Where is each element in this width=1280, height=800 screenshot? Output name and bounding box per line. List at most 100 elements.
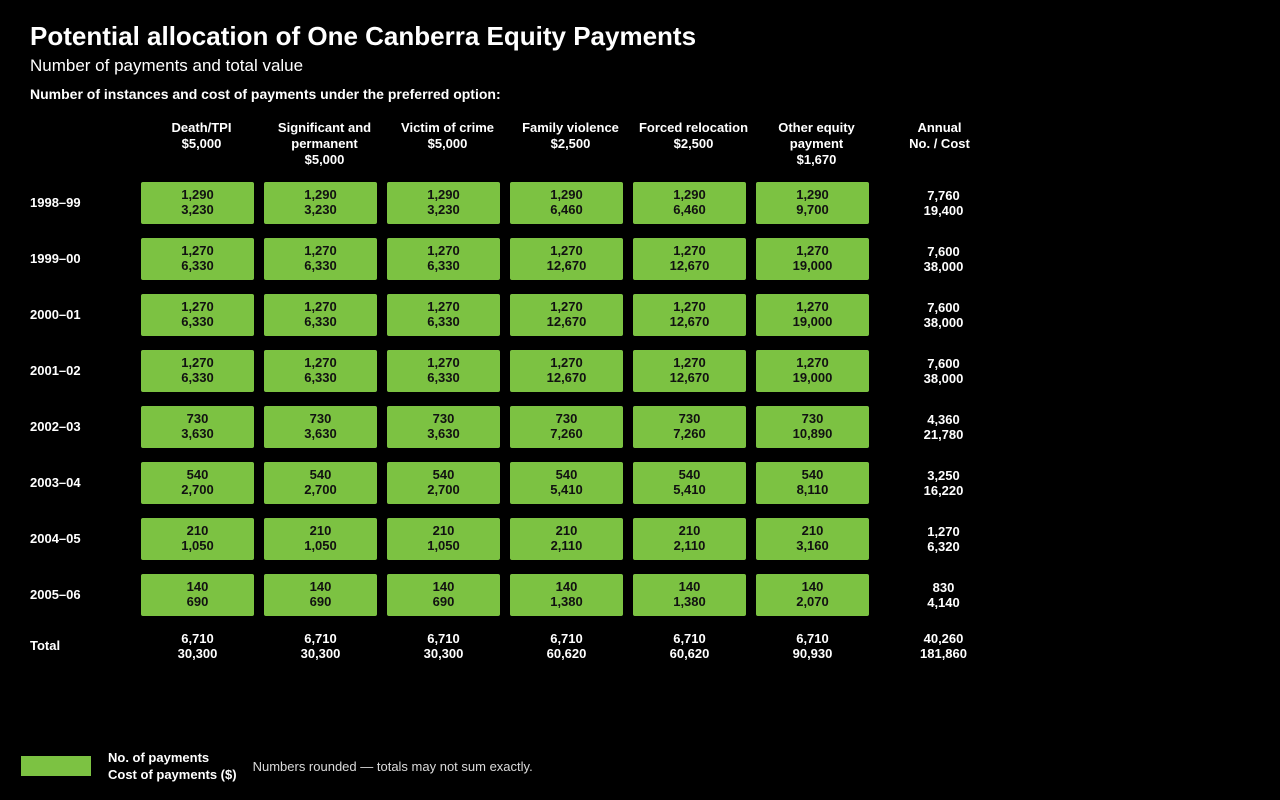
row-total: 8304,140 [886,580,1001,610]
page-subtitle: Number of payments and total value [30,56,1250,76]
cell-cost: 7,260 [550,427,583,442]
data-cell: 1,2909,700 [755,181,870,225]
data-cell: 1,27019,000 [755,349,870,393]
cell-cost: 3,160 [796,539,829,554]
table-row: 2002–037303,6307303,6307303,6307307,2607… [30,405,1250,449]
cell-count: 1,270 [181,244,214,259]
data-cell: 1,27012,670 [509,349,624,393]
data-cell: 2103,160 [755,517,870,561]
data-cell: 1,27012,670 [509,293,624,337]
cell-cost: 2,110 [551,539,583,554]
row-total: 7,60038,000 [886,356,1001,386]
cell-cost: 2,700 [304,483,337,498]
cell-count: 140 [433,580,455,595]
cell-cost: 2,700 [181,483,214,498]
data-cell: 1,2706,330 [263,293,378,337]
data-cell: 1,2706,330 [140,237,255,281]
cell-count: 1,270 [304,244,337,259]
cell-count: 1,270 [796,300,829,315]
cell-count: 730 [679,412,701,427]
cell-count: 210 [556,524,578,539]
cell-cost: 12,670 [547,315,587,330]
cell-count: 140 [187,580,209,595]
row-total: 1,2706,320 [886,524,1001,554]
cell-count: 1,290 [181,188,214,203]
cell-cost: 1,380 [673,595,706,610]
table-row: 1999–001,2706,3301,2706,3301,2706,3301,2… [30,237,1250,281]
column-header: Significant and permanent$5,000 [263,120,386,169]
cell-count: 1,290 [427,188,460,203]
col-total: 6,71060,620 [632,631,747,661]
cell-cost: 5,410 [673,483,706,498]
cell-count: 1,270 [427,244,460,259]
row-total: 7,60038,000 [886,244,1001,274]
data-cell: 73010,890 [755,405,870,449]
column-header: Death/TPI$5,000 [140,120,263,169]
data-cell: 5408,110 [755,461,870,505]
legend-swatch [20,755,92,777]
row-cells: 7303,6307303,6307303,6307307,2607307,260… [140,405,878,449]
cell-count: 210 [433,524,455,539]
data-cell: 1,2706,330 [386,237,501,281]
cell-cost: 6,330 [304,315,337,330]
cell-cost: 2,700 [427,483,460,498]
row-label: 2003–04 [30,475,140,490]
data-cell: 1,27012,670 [632,349,747,393]
data-cell: 1,2706,330 [263,237,378,281]
cell-cost: 6,330 [427,371,460,386]
cell-count: 210 [187,524,209,539]
cell-count: 730 [802,412,824,427]
col-total: 6,71090,930 [755,631,870,661]
data-cell: 1402,070 [755,573,870,617]
cell-cost: 1,380 [550,595,583,610]
data-cell: 7303,630 [263,405,378,449]
cell-cost: 3,230 [427,203,460,218]
data-cell: 1401,380 [632,573,747,617]
data-cell: 2101,050 [263,517,378,561]
legend: No. of payments Cost of payments ($) Num… [20,750,533,782]
cell-cost: 6,330 [427,315,460,330]
table-row: 2000–011,2706,3301,2706,3301,2706,3301,2… [30,293,1250,337]
cell-cost: 2,070 [796,595,829,610]
cell-count: 1,290 [796,188,829,203]
col-total: 6,71030,300 [386,631,501,661]
cell-cost: 12,670 [547,259,587,274]
data-cell: 140690 [140,573,255,617]
column-header: Family violence$2,500 [509,120,632,169]
grid-area: Death/TPI$5,000Significant and permanent… [30,120,1250,661]
cell-count: 140 [310,580,332,595]
cell-cost: 7,260 [673,427,706,442]
row-cells: 2101,0502101,0502101,0502102,1102102,110… [140,517,878,561]
row-total: 3,25016,220 [886,468,1001,498]
column-headers: Death/TPI$5,000Significant and permanent… [140,120,1250,169]
cell-cost: 12,670 [547,371,587,386]
cell-cost: 690 [433,595,455,610]
row-total: 7,76019,400 [886,188,1001,218]
data-cell: 2101,050 [140,517,255,561]
data-cell: 1,2903,230 [140,181,255,225]
cell-count: 540 [187,468,209,483]
data-cell: 1,27019,000 [755,293,870,337]
data-cell: 1,2903,230 [386,181,501,225]
cell-count: 210 [310,524,332,539]
cell-cost: 10,890 [793,427,833,442]
data-cell: 1401,380 [509,573,624,617]
cell-count: 1,290 [673,188,706,203]
data-cell: 7303,630 [140,405,255,449]
data-cell: 1,2706,330 [386,293,501,337]
cell-count: 1,270 [673,356,706,371]
legend-labels: No. of payments Cost of payments ($) [108,750,237,782]
row-label: 2000–01 [30,307,140,322]
cell-count: 1,270 [304,356,337,371]
data-cell: 1,2706,330 [140,349,255,393]
cell-count: 1,270 [550,300,583,315]
legend-line2: Cost of payments ($) [108,767,237,782]
cell-count: 1,270 [550,356,583,371]
cell-cost: 19,000 [793,371,833,386]
grand-total: 40,260181,860 [886,631,1001,661]
legend-line1: No. of payments [108,750,237,765]
cell-cost: 12,670 [670,371,710,386]
row-label: 2001–02 [30,363,140,378]
data-cell: 1,2906,460 [632,181,747,225]
cell-cost: 3,630 [181,427,214,442]
